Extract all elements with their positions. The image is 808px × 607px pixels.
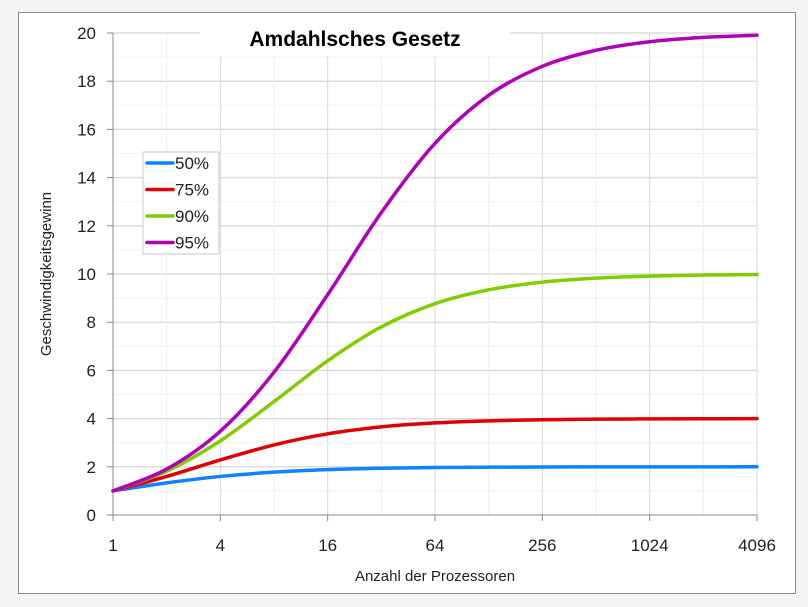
- series-line-90pct: [111, 272, 759, 493]
- legend-label: 50%: [175, 154, 209, 173]
- y-tick-label: 20: [77, 24, 96, 43]
- y-tick-label: 16: [77, 120, 96, 139]
- y-tick-label: 6: [87, 361, 96, 380]
- series-line-75pct: [111, 416, 759, 493]
- x-tick-label: 4: [216, 536, 225, 555]
- legend-label: 90%: [175, 207, 209, 226]
- series-line-95pct: [111, 33, 759, 493]
- grid: [113, 32, 758, 515]
- legend-box: [142, 151, 220, 255]
- series-lines: [111, 33, 759, 493]
- series-line-50pct: [111, 465, 759, 493]
- legend: 50% 75% 90% 95%: [142, 151, 220, 255]
- y-tick-label: 10: [77, 265, 96, 284]
- x-tick-label: 64: [426, 536, 445, 555]
- y-tick-label: 2: [87, 458, 96, 477]
- y-tick-label: 12: [77, 217, 96, 236]
- y-tick-label: 8: [87, 313, 96, 332]
- x-tick-label: 1024: [631, 536, 669, 555]
- x-tick-label: 256: [528, 536, 556, 555]
- y-tick-label: 0: [87, 506, 96, 525]
- y-tick-label: 4: [87, 410, 96, 429]
- chart-title: Amdahlsches Gesetz: [249, 28, 460, 51]
- y-tick-label: 18: [77, 72, 96, 91]
- legend-label: 95%: [175, 234, 209, 253]
- x-tick-label: 4096: [738, 536, 776, 555]
- x-tick-label: 1: [108, 536, 117, 555]
- title-background: [200, 24, 510, 56]
- x-tick-label: 16: [318, 536, 337, 555]
- x-axis-label: Anzahl der Prozessoren: [355, 568, 515, 585]
- y-axis-label: Geschwindigkeitsgewinn: [38, 192, 55, 356]
- legend-label: 75%: [175, 181, 209, 200]
- y-tick-label: 14: [77, 169, 96, 188]
- chart-frame: [18, 12, 796, 594]
